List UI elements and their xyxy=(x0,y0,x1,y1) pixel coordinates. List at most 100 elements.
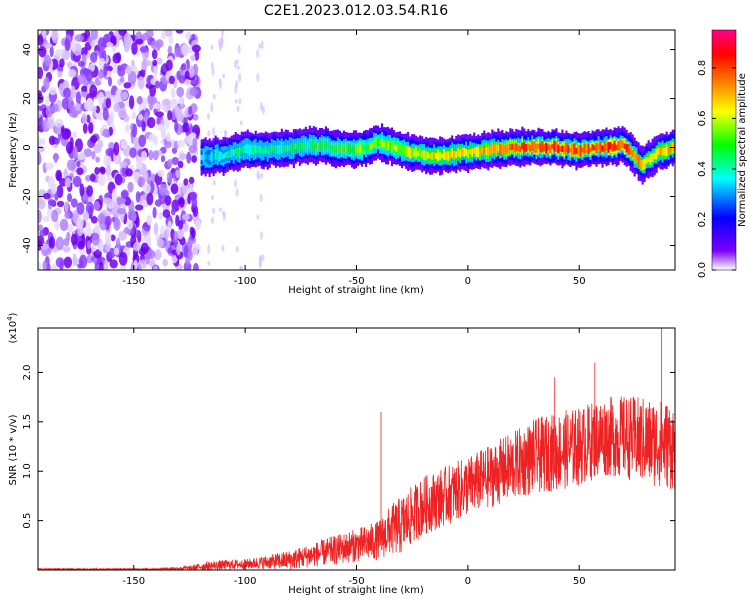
noise-cell xyxy=(105,231,112,245)
signal-cell xyxy=(328,142,331,153)
noise-cell xyxy=(146,214,152,226)
snr-scale-suffix: ) xyxy=(8,312,19,316)
noise-cell xyxy=(54,137,60,145)
noise-cell xyxy=(191,44,201,53)
signal-cell xyxy=(288,145,291,151)
colorbar-tick-label: 0.4 xyxy=(697,161,708,177)
noise-cell xyxy=(146,192,154,206)
signal-cell xyxy=(507,144,510,153)
signal-cell xyxy=(236,148,239,158)
signal-cell xyxy=(210,151,213,163)
noise-cell xyxy=(117,208,126,215)
signal-cell xyxy=(459,149,462,158)
noise-cell xyxy=(38,45,47,58)
noise-cell xyxy=(120,76,125,83)
signal-cell xyxy=(531,141,534,151)
noise-cell xyxy=(128,95,135,110)
noise-cell xyxy=(177,228,184,240)
spectrogram-x-label: Height of straight line (km) xyxy=(288,285,424,296)
y-tick-label: 2.0 xyxy=(22,364,33,380)
noise-cell xyxy=(38,195,43,205)
snr-panel: -150 -100 -50 0 50 0.5 1.0 1.5 2.0 Height of st… xyxy=(6,312,676,596)
signal-cell xyxy=(356,145,359,153)
noise-cell xyxy=(51,263,57,270)
noise-cell xyxy=(55,48,64,57)
signal-cell xyxy=(427,152,430,159)
noise-cell xyxy=(43,76,50,90)
noise-cell xyxy=(189,132,197,139)
signal-cell xyxy=(561,145,564,152)
signal-cell xyxy=(471,148,474,157)
noise-cell xyxy=(132,123,138,138)
noise-cell xyxy=(91,232,100,246)
noise-cell xyxy=(47,208,52,217)
signal-cell xyxy=(513,143,516,153)
signal-cell xyxy=(346,143,349,155)
signal-cell xyxy=(373,140,376,147)
noise-cell xyxy=(186,151,192,164)
noise-cell xyxy=(87,36,93,43)
signal-cell xyxy=(308,141,311,147)
signal-cell xyxy=(621,140,624,148)
noise-cell xyxy=(123,82,132,89)
y-tick-label: 0 xyxy=(22,144,33,150)
faint-streak-cell xyxy=(221,244,225,252)
signal-cell xyxy=(517,144,520,152)
signal-cell xyxy=(258,145,261,153)
noise-cell xyxy=(59,218,69,231)
noise-cell xyxy=(77,74,87,85)
noise-cell xyxy=(121,139,128,150)
signal-cell xyxy=(527,143,530,150)
signal-cell xyxy=(543,143,546,152)
faint-streak-cell xyxy=(261,254,265,262)
signal-cell xyxy=(387,141,390,151)
signal-cell xyxy=(535,143,538,153)
signal-cell xyxy=(342,145,345,152)
noise-cell xyxy=(103,259,109,270)
noise-cell xyxy=(167,110,173,121)
signal-cell xyxy=(260,147,263,155)
signal-cell xyxy=(403,145,406,155)
noise-cell xyxy=(160,225,165,239)
signal-cell xyxy=(230,148,233,157)
signal-cell xyxy=(647,156,650,162)
noise-cell xyxy=(175,169,181,179)
noise-cell xyxy=(70,233,78,246)
signal-cell xyxy=(607,142,610,153)
signal-cell xyxy=(599,141,602,154)
noise-cell xyxy=(147,249,156,259)
noise-cell xyxy=(44,162,54,170)
signal-cell xyxy=(371,143,374,149)
noise-cell xyxy=(39,230,46,237)
noise-cell xyxy=(63,168,68,179)
signal-cell xyxy=(244,144,247,153)
noise-cell xyxy=(131,111,137,120)
snr-x-label: Height of straight line (km) xyxy=(288,585,424,596)
noise-cell xyxy=(189,226,195,235)
signal-cell xyxy=(296,140,299,151)
signal-cell xyxy=(663,147,666,156)
noise-cell xyxy=(97,213,106,225)
signal-cell xyxy=(264,145,267,153)
signal-cell xyxy=(623,143,626,149)
noise-cell xyxy=(38,151,41,165)
noise-cell xyxy=(66,159,76,171)
noise-cell xyxy=(79,183,85,197)
faint-streak-cell xyxy=(260,40,264,49)
signal-cell xyxy=(344,143,347,155)
signal-cell xyxy=(595,142,598,154)
signal-cell xyxy=(419,148,422,157)
noise-cell xyxy=(86,240,92,250)
signal-cell xyxy=(324,140,327,151)
signal-cell xyxy=(429,153,432,159)
x-tick-label: 50 xyxy=(573,576,586,587)
signal-cell xyxy=(314,142,317,151)
noise-cell xyxy=(55,236,65,251)
signal-cell xyxy=(457,148,460,157)
noise-cell xyxy=(70,198,78,208)
y-tick-label: 20 xyxy=(22,92,33,105)
noise-cell xyxy=(61,97,71,110)
signal-cell xyxy=(204,154,207,160)
noise-cell xyxy=(57,70,63,78)
signal-cell xyxy=(593,145,596,151)
